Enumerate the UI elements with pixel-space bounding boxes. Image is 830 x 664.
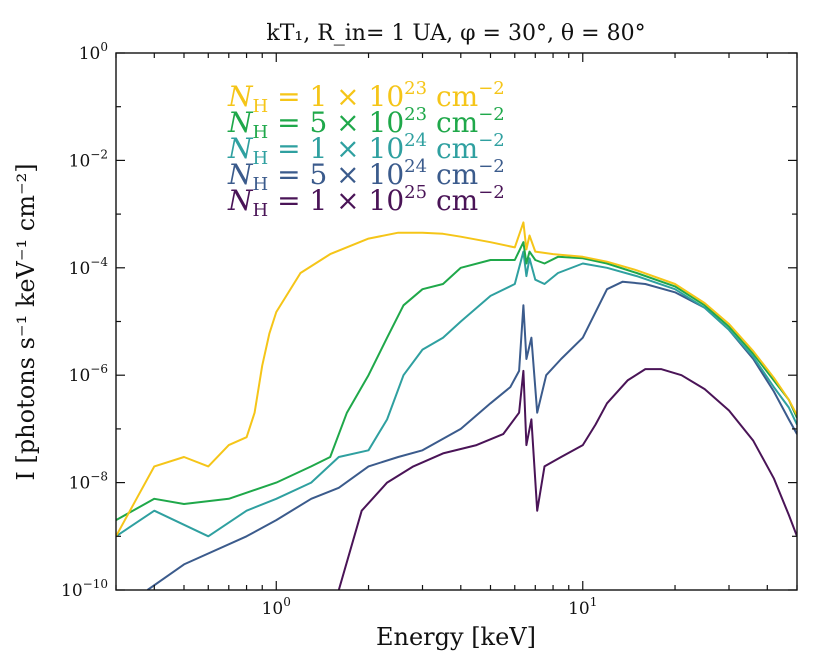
tick-layer: 100 101 10−10 10−8 10−6 10−4 10−2 100 [61,40,798,619]
y-axis-label: I [photons s⁻¹ keV⁻¹ cm⁻²] [12,163,40,480]
series-line-2 [116,250,797,538]
y-tick-label: 10−6 [69,362,108,386]
legend-entry-0: NH = 1 × 1023 cm−2 [227,78,505,117]
y-tick-label: 10−4 [69,255,109,279]
y-tick-label: 10−10 [61,577,108,601]
x-axis-label: Energy [keV] [376,623,536,651]
y-tick-label: 100 [79,40,108,64]
legend-entry-3: NH = 5 × 1024 cm−2 [227,156,505,195]
x-tick-label: 100 [262,595,291,619]
legend-entry-4: NH = 1 × 1025 cm−2 [227,182,505,221]
legend-entry-2: NH = 1 × 1024 cm−2 [227,130,505,169]
series-line-0 [337,368,797,590]
series-line-3 [116,241,797,521]
y-tick-label: 10−8 [69,470,108,494]
legend: NH = 1 × 1023 cm−2NH = 5 × 1023 cm−2NH =… [227,78,505,221]
legend-entry-1: NH = 5 × 1023 cm−2 [227,104,505,143]
x-tick-label: 101 [568,595,597,619]
y-tick-label: 10−2 [69,147,108,171]
plot-area: 100 101 10−10 10−8 10−6 10−4 10−2 100 [61,40,798,619]
chart-title: kT₁, R_in= 1 UA, φ = 30°, θ = 80° [266,21,645,46]
series-line-4 [116,221,797,537]
series-layer [116,221,797,590]
